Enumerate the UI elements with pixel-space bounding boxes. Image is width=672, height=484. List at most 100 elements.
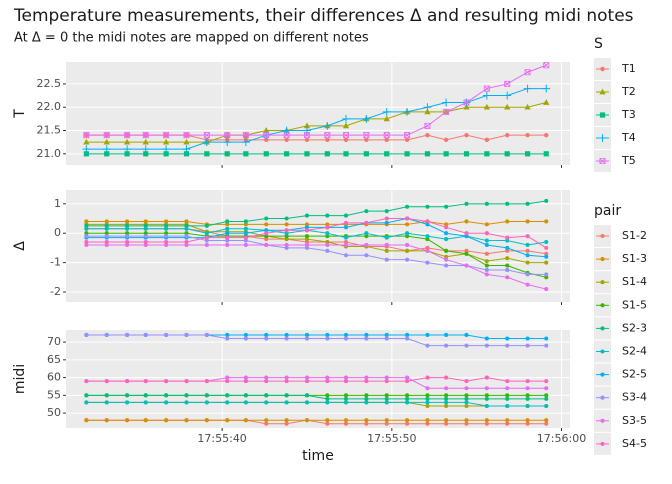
point: [184, 242, 189, 248]
point: [264, 234, 269, 239]
point: [404, 132, 411, 139]
point: [343, 132, 349, 139]
point: [124, 132, 131, 139]
point: [544, 393, 549, 398]
point: [425, 237, 430, 242]
point: [84, 223, 89, 228]
point: [224, 151, 230, 157]
point: [125, 242, 130, 248]
legend-label: S1-5: [622, 298, 647, 311]
point: [104, 332, 109, 338]
point: [264, 418, 269, 423]
x-tick-label: 17:55:50: [367, 432, 416, 445]
point: [104, 231, 109, 236]
point: [164, 239, 169, 245]
point: [284, 228, 289, 233]
point: [484, 231, 489, 236]
point: [525, 379, 530, 384]
point: [364, 418, 369, 423]
point: [164, 379, 169, 384]
point: [164, 418, 169, 423]
point: [284, 151, 290, 157]
point: [364, 421, 369, 426]
series-line: [86, 217, 547, 258]
legend-label: S1-3: [622, 252, 647, 265]
series-line: [86, 244, 547, 290]
point: [164, 226, 169, 231]
point: [103, 138, 110, 145]
point: [84, 231, 89, 236]
point: [424, 151, 431, 157]
point: [225, 238, 230, 243]
point: [444, 400, 449, 405]
point: [304, 234, 310, 239]
point: [325, 393, 330, 398]
point: [505, 132, 510, 138]
point: [464, 201, 469, 206]
point: [143, 242, 148, 248]
point: [84, 226, 89, 231]
point: [184, 231, 189, 236]
legend-label: S1-4: [622, 275, 647, 288]
point: [284, 400, 289, 405]
point: [125, 239, 130, 245]
point: [425, 260, 430, 265]
point: [164, 234, 169, 239]
point: [325, 400, 330, 405]
point: [284, 418, 289, 423]
point: [464, 248, 469, 253]
point: [104, 418, 109, 423]
point: [464, 263, 469, 268]
point: [425, 396, 430, 401]
point: [424, 108, 431, 115]
point: [425, 234, 430, 239]
point: [384, 220, 389, 225]
point: [544, 343, 549, 348]
point: [225, 379, 230, 384]
point: [304, 239, 310, 245]
point: [202, 138, 211, 147]
point: [325, 137, 330, 143]
point: [405, 242, 410, 248]
y-tick-label: 21.0: [37, 147, 62, 160]
point: [284, 137, 289, 143]
point: [384, 400, 389, 405]
point: [225, 336, 230, 341]
point: [264, 231, 269, 236]
point: [542, 84, 551, 93]
legend-marker: [598, 134, 607, 142]
point: [204, 418, 209, 423]
point: [304, 379, 310, 384]
point: [483, 85, 490, 92]
point: [443, 137, 449, 143]
point: [164, 219, 169, 224]
point: [383, 115, 390, 122]
point: [143, 231, 148, 236]
point: [143, 379, 148, 384]
point: [505, 275, 510, 280]
point: [343, 396, 349, 401]
point: [325, 222, 330, 227]
point: [243, 238, 248, 243]
point: [184, 239, 189, 245]
legend-label: S2-5: [622, 368, 647, 381]
point: [243, 226, 248, 231]
legend-marker: [600, 66, 605, 72]
point: [243, 375, 248, 380]
point: [405, 400, 410, 405]
point: [182, 145, 191, 154]
point: [123, 145, 131, 154]
point: [304, 225, 310, 230]
point: [304, 245, 310, 250]
point: [304, 137, 310, 143]
point: [505, 248, 510, 253]
point: [224, 132, 231, 139]
point: [544, 239, 549, 245]
point: [163, 151, 169, 157]
point: [325, 213, 330, 218]
point: [405, 204, 410, 209]
point: [444, 393, 449, 398]
point: [505, 235, 510, 240]
point: [264, 421, 269, 426]
point: [364, 393, 369, 398]
